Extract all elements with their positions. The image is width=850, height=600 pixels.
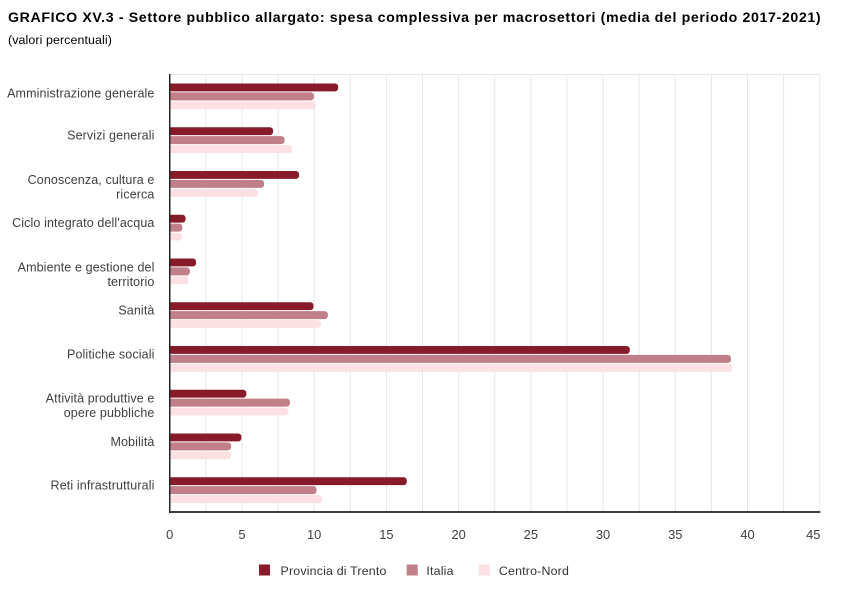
svg-text:5: 5 — [238, 527, 245, 542]
svg-text:ricerca: ricerca — [116, 187, 154, 201]
svg-text:20: 20 — [451, 527, 465, 542]
svg-text:opere pubbliche: opere pubbliche — [64, 406, 155, 420]
svg-text:45: 45 — [806, 527, 820, 542]
svg-text:Conoscenza, cultura e: Conoscenza, cultura e — [28, 173, 155, 187]
svg-text:Politiche sociali: Politiche sociali — [67, 347, 155, 361]
svg-text:10: 10 — [307, 527, 321, 542]
svg-text:Amministrazione generale: Amministrazione generale — [7, 86, 154, 100]
svg-text:25: 25 — [524, 527, 538, 542]
svg-text:0: 0 — [166, 527, 173, 542]
svg-text:Provincia di Trento: Provincia di Trento — [281, 564, 387, 578]
svg-text:Mobilità: Mobilità — [110, 435, 154, 449]
svg-text:territorio: territorio — [107, 275, 154, 289]
svg-text:40: 40 — [740, 527, 754, 542]
svg-text:30: 30 — [596, 527, 610, 542]
svg-text:Sanità: Sanità — [118, 304, 154, 318]
svg-text:Italia: Italia — [426, 564, 453, 578]
svg-text:Attività produttive e: Attività produttive e — [46, 392, 155, 406]
svg-text:35: 35 — [668, 527, 682, 542]
svg-text:GRAFICO XV.3 - Settore pubblic: GRAFICO XV.3 - Settore pubblico allargat… — [8, 10, 821, 26]
svg-text:(valori percentuali): (valori percentuali) — [8, 33, 112, 47]
svg-text:15: 15 — [379, 527, 393, 542]
svg-text:Centro-Nord: Centro-Nord — [499, 564, 569, 578]
svg-text:Ciclo integrato dell'acqua: Ciclo integrato dell'acqua — [12, 216, 154, 230]
svg-text:Servizi generali: Servizi generali — [67, 129, 154, 143]
svg-text:Reti infrastrutturali: Reti infrastrutturali — [51, 479, 155, 493]
svg-text:Ambiente e gestione del: Ambiente e gestione del — [18, 260, 155, 274]
